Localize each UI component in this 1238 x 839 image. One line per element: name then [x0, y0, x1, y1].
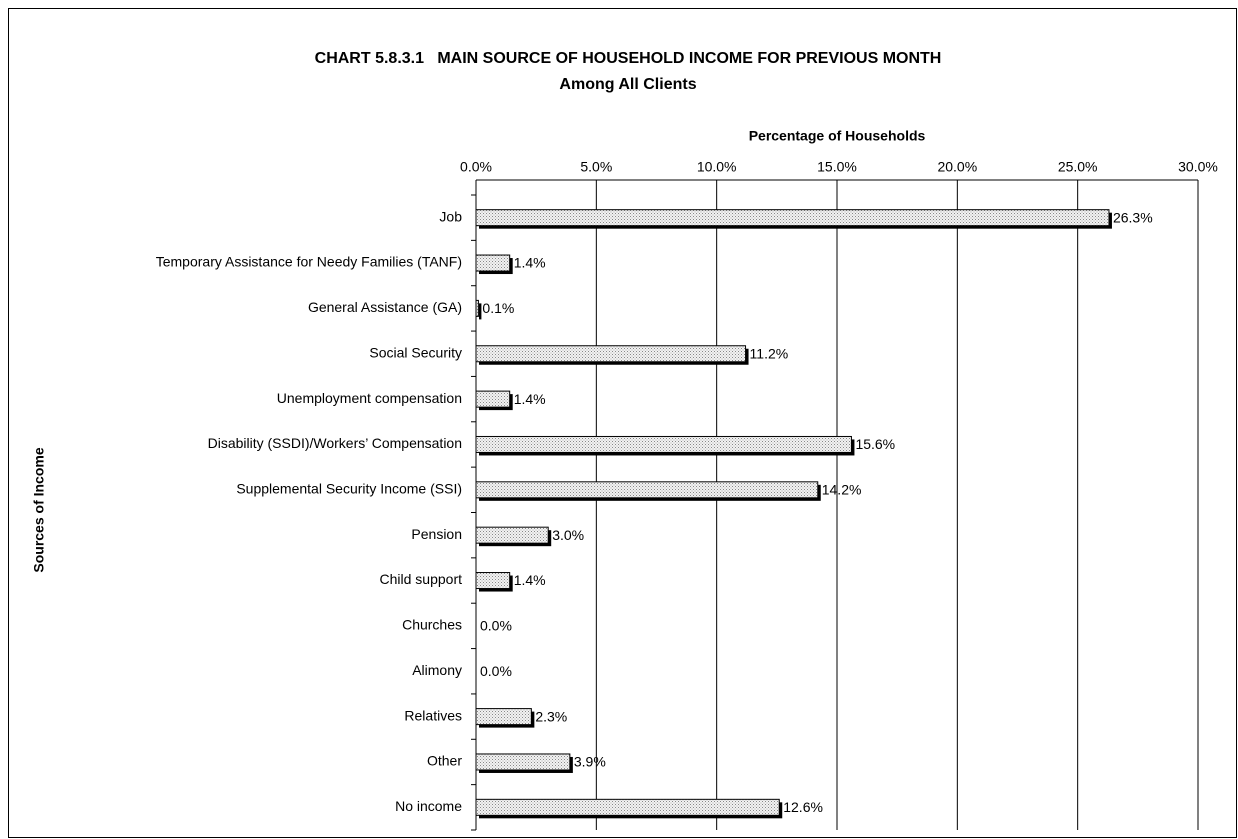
bar	[475, 572, 513, 592]
data-label: 3.0%	[552, 527, 584, 543]
y-tick-label: Pension	[411, 526, 462, 542]
y-tick-label: Job	[439, 208, 462, 224]
y-tick-label: Alimony	[412, 662, 462, 678]
chart-title: CHART 5.8.3.1 MAIN SOURCE OF HOUSEHOLD I…	[315, 50, 942, 67]
data-label: 11.2%	[750, 345, 789, 361]
data-label: 2.3%	[535, 708, 567, 724]
x-tick-label: 15.0%	[817, 159, 857, 175]
y-tick-label: General Assistance (GA)	[308, 299, 462, 315]
data-label: 1.4%	[514, 391, 546, 407]
bar-face	[475, 708, 532, 726]
chart-border	[8, 8, 1237, 838]
y-tick-label: Child support	[380, 571, 463, 587]
bar-shadow	[479, 303, 482, 320]
bar	[475, 254, 513, 275]
y-tick-label: Unemployment compensation	[277, 390, 462, 406]
bar	[475, 435, 855, 456]
data-label: 0.0%	[480, 663, 512, 679]
bar-face	[475, 390, 511, 408]
bar-face	[475, 435, 852, 453]
y-tick-label: Relatives	[404, 707, 462, 723]
y-tick-label: Disability (SSDI)/Workers’ Compensation	[208, 435, 462, 451]
y-tick-label: Temporary Assistance for Needy Families …	[156, 254, 462, 270]
bar	[475, 345, 749, 365]
bar-face	[475, 526, 549, 544]
data-label: 0.0%	[480, 618, 512, 634]
bar-face	[475, 753, 571, 771]
data-label: 12.6%	[783, 799, 823, 815]
chart-subtitle: Among All Clients	[559, 76, 696, 93]
data-label: 1.4%	[514, 255, 546, 271]
data-label: 1.4%	[514, 572, 546, 588]
y-tick-label: Churches	[402, 617, 462, 633]
data-label: 3.9%	[574, 754, 606, 770]
bar	[475, 526, 552, 547]
x-tick-label: 10.0%	[697, 159, 737, 175]
bar	[475, 798, 783, 819]
bar-face	[475, 209, 1110, 227]
bar-face	[475, 798, 780, 816]
y-tick-label: Other	[427, 753, 462, 769]
data-label: 0.1%	[482, 300, 514, 316]
bar	[475, 390, 513, 411]
bar-face	[475, 481, 819, 499]
data-label: 26.3%	[1113, 209, 1153, 225]
y-tick-label: Social Security	[369, 344, 462, 360]
bar-face	[475, 345, 747, 363]
bar	[475, 753, 573, 773]
x-tick-label: 25.0%	[1058, 159, 1098, 175]
x-tick-label: 0.0%	[460, 159, 492, 175]
y-axis-label: Sources of Income	[31, 447, 47, 572]
x-tick-label: 5.0%	[580, 159, 612, 175]
bar-face	[475, 299, 479, 317]
y-tick-label: Supplemental Security Income (SSI)	[236, 481, 462, 497]
x-tick-label: 30.0%	[1178, 159, 1218, 175]
data-label: 15.6%	[855, 436, 895, 452]
bar	[475, 708, 535, 728]
bar-face	[475, 254, 511, 272]
x-axis-label: Percentage of Households	[749, 128, 926, 144]
bar	[475, 481, 821, 501]
y-tick-label: No income	[395, 798, 462, 814]
bar-face	[475, 572, 511, 590]
bar	[475, 299, 482, 320]
x-tick-label: 20.0%	[937, 159, 977, 175]
data-label: 14.2%	[822, 482, 862, 498]
bar	[475, 209, 1112, 229]
